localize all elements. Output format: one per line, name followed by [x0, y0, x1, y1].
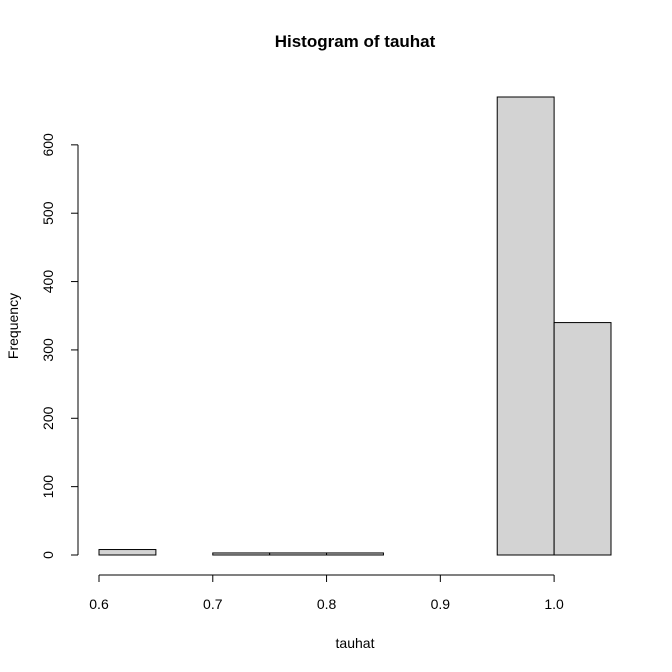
y-tick-label: 500 [40, 201, 56, 225]
x-tick-label: 0.8 [317, 596, 337, 612]
y-axis: 0 100 200 300 400 500 600 [40, 133, 79, 559]
bars-group [98, 96, 612, 556]
y-tick-label: 400 [40, 270, 56, 294]
y-tick-label: 600 [40, 133, 56, 157]
y-axis-label: Frequency [5, 293, 21, 359]
x-tick-label: 0.9 [431, 596, 451, 612]
x-tick-label: 1.0 [544, 596, 564, 612]
y-tick-label: 200 [40, 406, 56, 430]
histogram-bar-2 [212, 552, 271, 556]
y-tick-label: 100 [40, 475, 56, 499]
histogram-bar-4 [326, 552, 384, 556]
x-tick-label: 0.7 [203, 596, 223, 612]
chart-title: Histogram of tauhat [275, 32, 436, 51]
histogram-bar-0 [98, 549, 157, 556]
histogram-bar-7 [496, 96, 555, 556]
x-axis-label: tauhat [336, 635, 375, 651]
x-axis: 0.6 0.7 0.8 0.9 1.0 [89, 574, 564, 612]
y-tick-label: 300 [40, 338, 56, 362]
histogram-bar-3 [269, 552, 328, 556]
x-tick-label: 0.6 [89, 596, 109, 612]
y-tick-label: 0 [40, 551, 56, 559]
histogram-bar-8 [553, 322, 612, 556]
